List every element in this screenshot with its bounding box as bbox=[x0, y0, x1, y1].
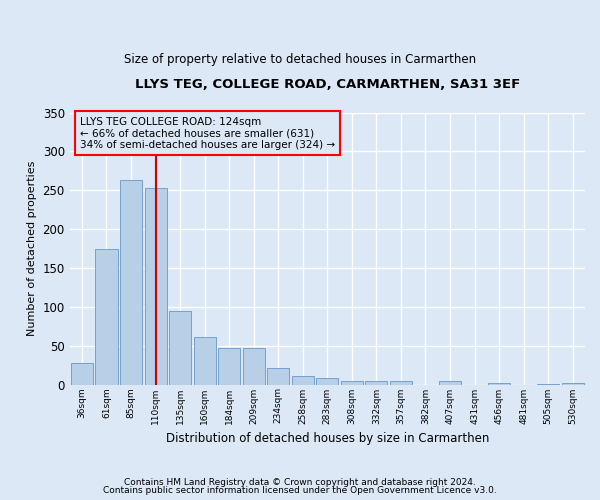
Bar bbox=[562, 383, 584, 384]
Bar bbox=[439, 382, 461, 384]
X-axis label: Distribution of detached houses by size in Carmarthen: Distribution of detached houses by size … bbox=[166, 432, 489, 445]
Bar bbox=[145, 188, 167, 384]
Bar bbox=[267, 368, 289, 384]
Bar bbox=[488, 383, 510, 384]
Text: Size of property relative to detached houses in Carmarthen: Size of property relative to detached ho… bbox=[124, 52, 476, 66]
Bar bbox=[95, 248, 118, 384]
Bar bbox=[218, 348, 240, 385]
Bar bbox=[169, 310, 191, 384]
Bar bbox=[341, 380, 363, 384]
Text: Contains public sector information licensed under the Open Government Licence v3: Contains public sector information licen… bbox=[103, 486, 497, 495]
Y-axis label: Number of detached properties: Number of detached properties bbox=[27, 161, 37, 336]
Title: LLYS TEG, COLLEGE ROAD, CARMARTHEN, SA31 3EF: LLYS TEG, COLLEGE ROAD, CARMARTHEN, SA31… bbox=[135, 78, 520, 90]
Bar bbox=[120, 180, 142, 384]
Text: LLYS TEG COLLEGE ROAD: 124sqm
← 66% of detached houses are smaller (631)
34% of : LLYS TEG COLLEGE ROAD: 124sqm ← 66% of d… bbox=[80, 116, 335, 150]
Bar bbox=[194, 337, 215, 384]
Bar bbox=[390, 382, 412, 384]
Text: Contains HM Land Registry data © Crown copyright and database right 2024.: Contains HM Land Registry data © Crown c… bbox=[124, 478, 476, 487]
Bar bbox=[71, 363, 93, 384]
Bar bbox=[365, 382, 388, 384]
Bar bbox=[292, 376, 314, 384]
Bar bbox=[242, 348, 265, 385]
Bar bbox=[316, 378, 338, 384]
